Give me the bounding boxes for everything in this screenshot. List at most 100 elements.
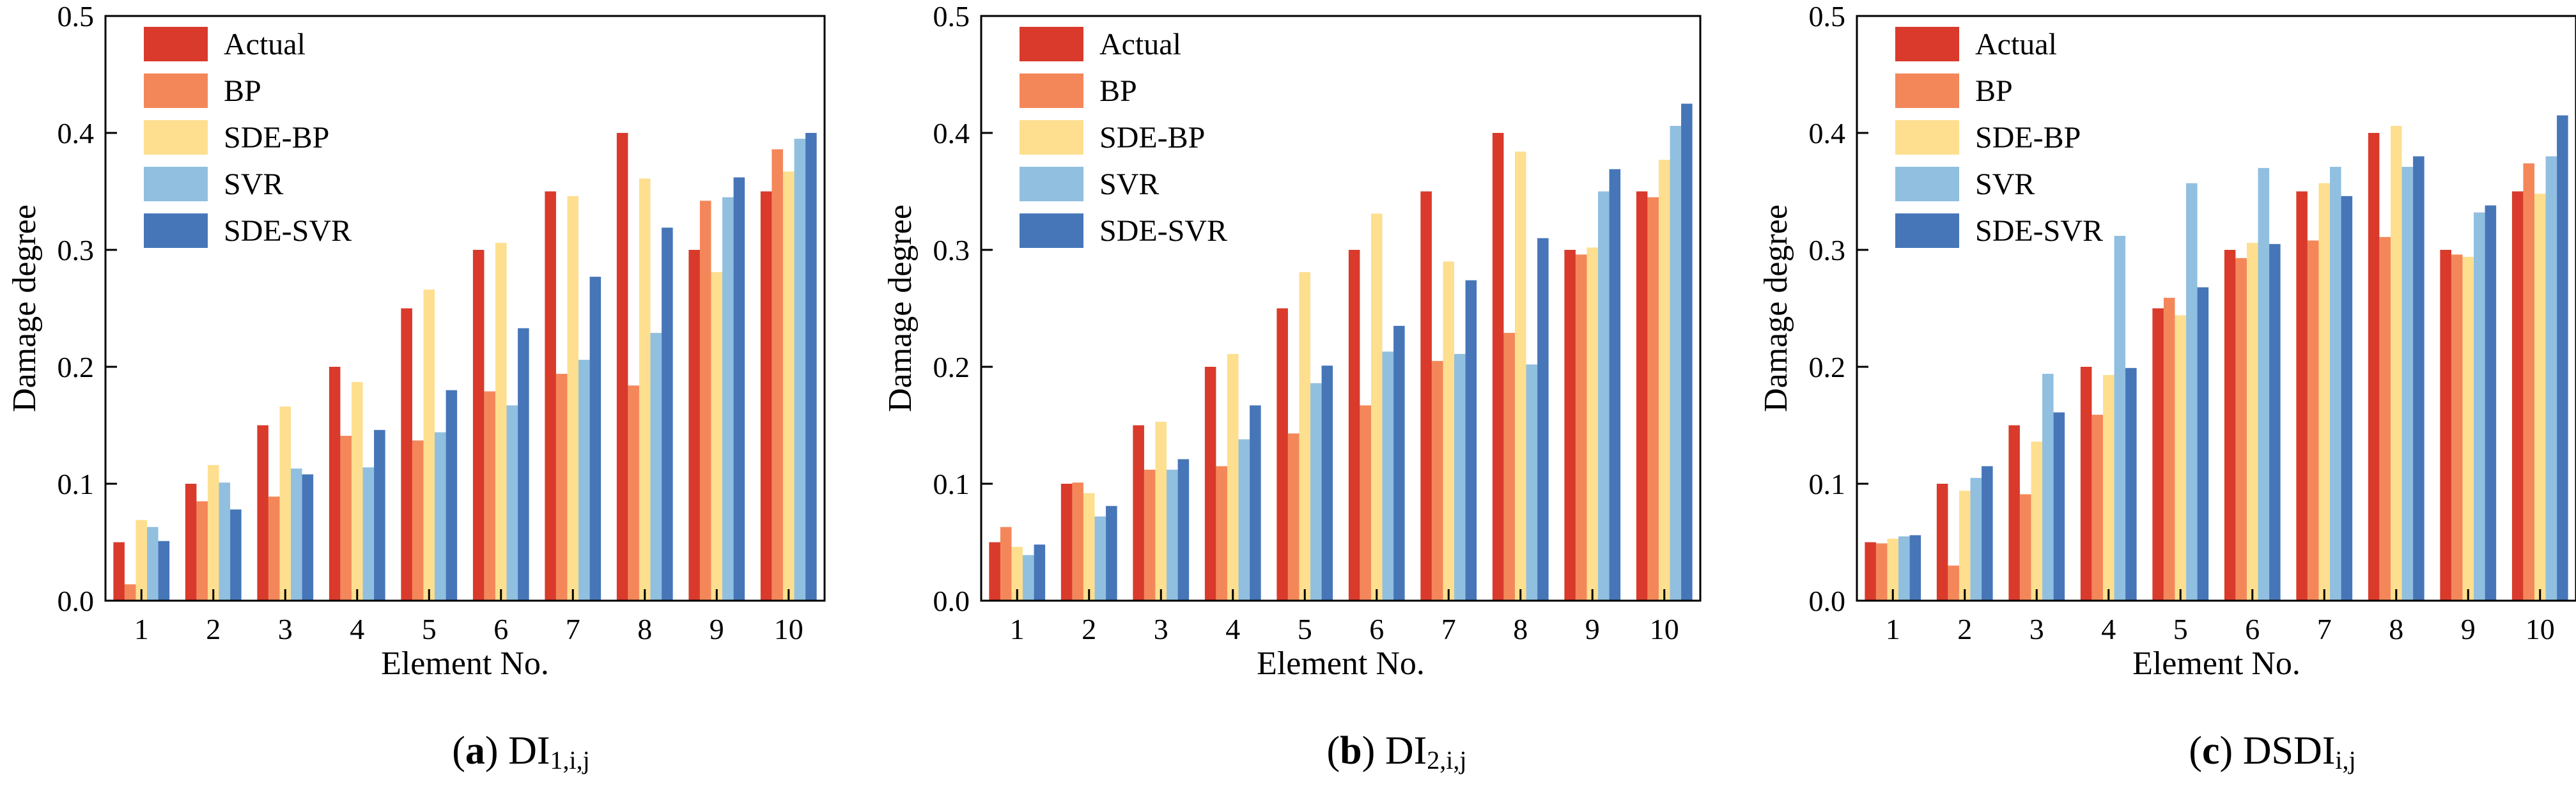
- bar-actual-2: [185, 484, 197, 601]
- bar-sde-bp-4: [351, 381, 363, 601]
- bar-sde-svr-6: [518, 328, 529, 601]
- bar-sde-svr-10: [1681, 104, 1693, 601]
- bar-sde-bp-5: [423, 289, 435, 601]
- x-tick-label: 9: [710, 613, 724, 645]
- bar-sde-bp-4: [2102, 374, 2114, 601]
- bar-sde-svr-2: [230, 509, 242, 601]
- y-tick-label: 0.0: [1809, 585, 1846, 617]
- bar-sde-bp-9: [2462, 256, 2474, 601]
- caption-b-main: DI: [1385, 729, 1427, 773]
- bar-sde-bp-10: [2534, 194, 2546, 601]
- legend-swatch-actual: [1895, 27, 1959, 61]
- x-tick-label: 5: [2173, 613, 2188, 645]
- x-tick-label: 3: [2029, 613, 2044, 645]
- bar-sde-bp-5: [1299, 272, 1311, 601]
- bar-bp-7: [2307, 240, 2319, 601]
- legend-label-svr: SVR: [1099, 167, 1159, 201]
- caption-a: (a) DI1,i,j: [452, 729, 590, 774]
- bar-bp-7: [1431, 360, 1443, 601]
- bar-actual-6: [472, 250, 485, 601]
- bar-svr-3: [2042, 373, 2054, 601]
- bar-actual-5: [2152, 308, 2164, 601]
- x-tick-label: 6: [493, 613, 508, 645]
- bar-actual-6: [2224, 250, 2236, 601]
- bar-sde-svr-2: [1106, 505, 1117, 601]
- bar-bp-6: [2235, 258, 2247, 601]
- bar-svr-9: [2474, 212, 2485, 601]
- x-tick-label: 6: [2245, 613, 2260, 645]
- bar-bp-4: [2091, 415, 2103, 601]
- bar-svr-6: [506, 405, 518, 601]
- bar-svr-8: [2401, 167, 2414, 601]
- x-tick-label: 2: [1957, 613, 1972, 645]
- bar-sde-svr-6: [2269, 243, 2281, 601]
- bar-bp-3: [1144, 470, 1156, 601]
- y-axis-label: Damage degree: [882, 204, 919, 412]
- bar-bp-2: [196, 501, 208, 601]
- y-tick-label: 0.5: [933, 0, 970, 33]
- bar-svr-8: [650, 332, 662, 601]
- bar-sde-svr-10: [805, 133, 817, 601]
- legend-swatch-actual: [144, 27, 208, 61]
- bar-svr-4: [362, 467, 375, 601]
- bar-sde-svr-9: [733, 177, 745, 601]
- bar-bp-6: [1360, 405, 1371, 601]
- y-tick-label: 0.3: [58, 234, 95, 266]
- bar-sde-bp-7: [567, 196, 579, 601]
- bar-svr-9: [722, 197, 734, 601]
- bar-bp-8: [1503, 332, 1515, 601]
- bar-actual-9: [688, 250, 700, 601]
- legend-swatch-bp: [1020, 73, 1083, 108]
- bar-actual-10: [760, 191, 772, 601]
- bar-actual-1: [1865, 542, 1876, 601]
- y-axis-label: Damage degree: [1758, 204, 1794, 412]
- bar-sde-bp-7: [2318, 183, 2331, 601]
- bar-bp-7: [555, 373, 568, 601]
- bar-svr-2: [1094, 516, 1106, 601]
- bar-sde-bp-9: [1587, 247, 1599, 601]
- x-tick-label: 8: [2389, 613, 2403, 645]
- bar-bp-1: [1000, 527, 1012, 601]
- bar-bp-4: [340, 435, 352, 601]
- bar-bp-2: [1072, 482, 1083, 601]
- bar-actual-4: [2080, 367, 2092, 601]
- bar-actual-10: [2511, 191, 2524, 601]
- caption-a-sub: 1,i,j: [550, 746, 590, 774]
- legend-label-svr: SVR: [1975, 167, 2035, 201]
- bar-bp-10: [2523, 163, 2534, 601]
- bar-actual-3: [2008, 425, 2020, 601]
- bar-bp-5: [2163, 298, 2175, 601]
- bar-svr-10: [794, 139, 806, 601]
- bar-sde-bp-10: [1658, 160, 1670, 601]
- bar-sde-svr-7: [2341, 196, 2353, 601]
- legend-swatch-svr: [1895, 167, 1959, 201]
- bar-actual-7: [545, 191, 556, 601]
- caption-a-main: DI: [508, 729, 550, 773]
- x-tick-label: 9: [2461, 613, 2476, 645]
- y-tick-label: 0.1: [1809, 468, 1846, 500]
- x-tick-label: 1: [1886, 613, 1900, 645]
- bar-sde-bp-1: [1011, 546, 1023, 601]
- bar-actual-4: [1204, 367, 1216, 601]
- y-tick-label: 0.5: [58, 0, 95, 33]
- bar-bp-2: [1948, 566, 1959, 601]
- caption-b-sub: 2,i,j: [1427, 746, 1467, 774]
- legend-label-sde-svr: SDE-SVR: [1975, 214, 2103, 248]
- caption-c-main: DSDI: [2242, 729, 2336, 773]
- bar-svr-10: [2545, 156, 2557, 601]
- legend-swatch-bp: [1895, 73, 1959, 108]
- x-axis-label: Element No.: [1257, 645, 1425, 682]
- bar-svr-3: [291, 468, 302, 601]
- bar-sde-svr-4: [2125, 367, 2137, 601]
- bar-svr-1: [1023, 555, 1034, 601]
- bar-sde-bp-4: [1227, 353, 1239, 601]
- y-tick-label: 0.0: [933, 585, 970, 617]
- y-tick-label: 0.2: [58, 351, 95, 383]
- bar-actual-4: [329, 367, 341, 601]
- caption-b-label: b: [1340, 729, 1362, 773]
- bar-bp-9: [2451, 254, 2463, 601]
- x-tick-label: 6: [1369, 613, 1384, 645]
- bar-sde-bp-6: [1370, 213, 1383, 601]
- legend-swatch-svr: [144, 167, 208, 201]
